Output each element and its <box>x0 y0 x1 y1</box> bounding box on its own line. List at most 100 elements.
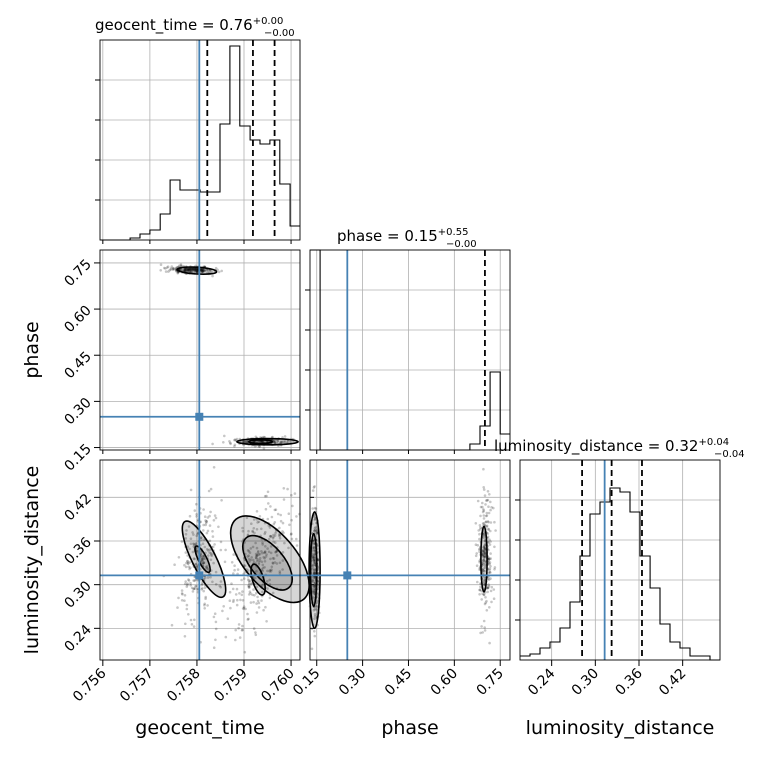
scatter-point <box>262 447 266 450</box>
scatter-point <box>173 563 176 566</box>
scatter-point <box>238 636 242 639</box>
scatter-point <box>311 587 315 590</box>
scatter-point <box>274 541 277 544</box>
scatter-point <box>212 519 216 522</box>
scatter-point <box>483 494 487 497</box>
scatter-point <box>481 631 485 634</box>
scatter-point <box>219 548 223 552</box>
scatter-point <box>272 533 275 537</box>
scatter-point <box>482 488 486 491</box>
scatter-point <box>479 526 482 529</box>
scatter-point <box>203 269 206 273</box>
scatter-point <box>248 560 251 563</box>
scatter-point <box>246 533 250 536</box>
scatter-point <box>313 576 317 579</box>
panel-frame-phase-ld <box>309 459 511 661</box>
scatter-point <box>190 267 193 271</box>
scatter-point <box>313 568 316 572</box>
scatter-point <box>200 268 203 272</box>
scatter-point <box>209 551 213 555</box>
scatter-point <box>257 601 261 605</box>
scatter-point <box>164 267 167 270</box>
scatter-point <box>253 594 256 597</box>
scatter-point <box>483 544 486 547</box>
scatter-point <box>481 555 485 558</box>
scatter-point <box>482 559 485 562</box>
scatter-point <box>242 440 246 444</box>
scatter-point <box>204 523 207 527</box>
scatter-point <box>200 583 204 587</box>
scatter-point <box>183 268 187 272</box>
scatter-point <box>484 552 487 556</box>
scatter-point <box>201 558 205 561</box>
scatter-point <box>258 515 262 518</box>
scatter-point <box>235 603 239 607</box>
scatter-point <box>234 628 237 632</box>
y-tick-label: 0.30 <box>61 578 94 611</box>
scatter-point <box>194 269 197 272</box>
scatter-point <box>481 501 484 505</box>
scatter-point <box>189 618 193 622</box>
scatter-point <box>234 593 238 596</box>
scatter-point <box>314 529 318 533</box>
scatter-point <box>242 605 246 608</box>
scatter-point <box>203 557 207 560</box>
scatter-point <box>262 555 266 559</box>
scatter-point <box>484 564 487 568</box>
scatter-point <box>195 268 198 271</box>
scatter-points <box>159 263 497 654</box>
scatter-point <box>251 593 254 597</box>
scatter-point <box>186 582 189 585</box>
scatter-point <box>482 550 486 553</box>
y-tick-label: 0.42 <box>61 491 94 524</box>
contour-line <box>247 439 274 445</box>
scatter-point <box>192 267 195 271</box>
scatter-point <box>201 270 204 273</box>
scatter-point <box>185 268 189 272</box>
scatter-point <box>241 628 244 632</box>
scatter-point <box>287 512 291 515</box>
scatter-point <box>255 554 259 557</box>
scatter-point <box>483 546 486 550</box>
scatter-point <box>192 542 196 546</box>
scatter-point <box>486 535 490 539</box>
scatter-point <box>486 586 490 590</box>
scatter-point <box>269 545 273 548</box>
scatter-point <box>312 559 316 562</box>
scatter-point <box>233 564 236 567</box>
scatter-point <box>211 545 215 549</box>
scatter-point <box>170 265 174 268</box>
scatter-point <box>224 635 228 639</box>
scatter-point <box>184 268 187 272</box>
scatter-point <box>261 566 265 570</box>
scatter-point <box>483 626 487 629</box>
x-axis-label-phase: phase <box>381 717 438 739</box>
scatter-point <box>238 592 241 595</box>
scatter-point <box>231 587 235 591</box>
scatter-point <box>489 500 492 504</box>
scatter-point <box>488 543 492 546</box>
scatter-point <box>195 270 199 274</box>
scatter-point <box>489 552 492 555</box>
scatter-point <box>228 590 232 594</box>
scatter-point <box>183 594 187 597</box>
scatter-point <box>184 551 188 554</box>
scatter-point <box>172 267 176 271</box>
scatter-point <box>202 523 205 527</box>
scatter-point <box>261 569 265 573</box>
scatter-point <box>290 518 293 522</box>
scatter-point <box>208 539 212 543</box>
scatter-point <box>275 562 279 565</box>
scatter-point <box>186 269 190 273</box>
axis-ticks: 0.756 0.757 0.758 0.759 0.760geocent_time0.1… <box>21 79 714 739</box>
scatter-point <box>313 527 317 530</box>
scatter-point <box>183 268 186 272</box>
scatter-point <box>189 581 192 585</box>
scatter-point <box>184 580 187 583</box>
scatter-point <box>232 598 235 602</box>
scatter-point <box>206 516 210 519</box>
scatter-point <box>271 556 275 560</box>
panel-title-minus-geocent_time: −0.00 <box>264 28 295 39</box>
scatter-point <box>201 559 204 563</box>
scatter-point <box>310 647 314 651</box>
